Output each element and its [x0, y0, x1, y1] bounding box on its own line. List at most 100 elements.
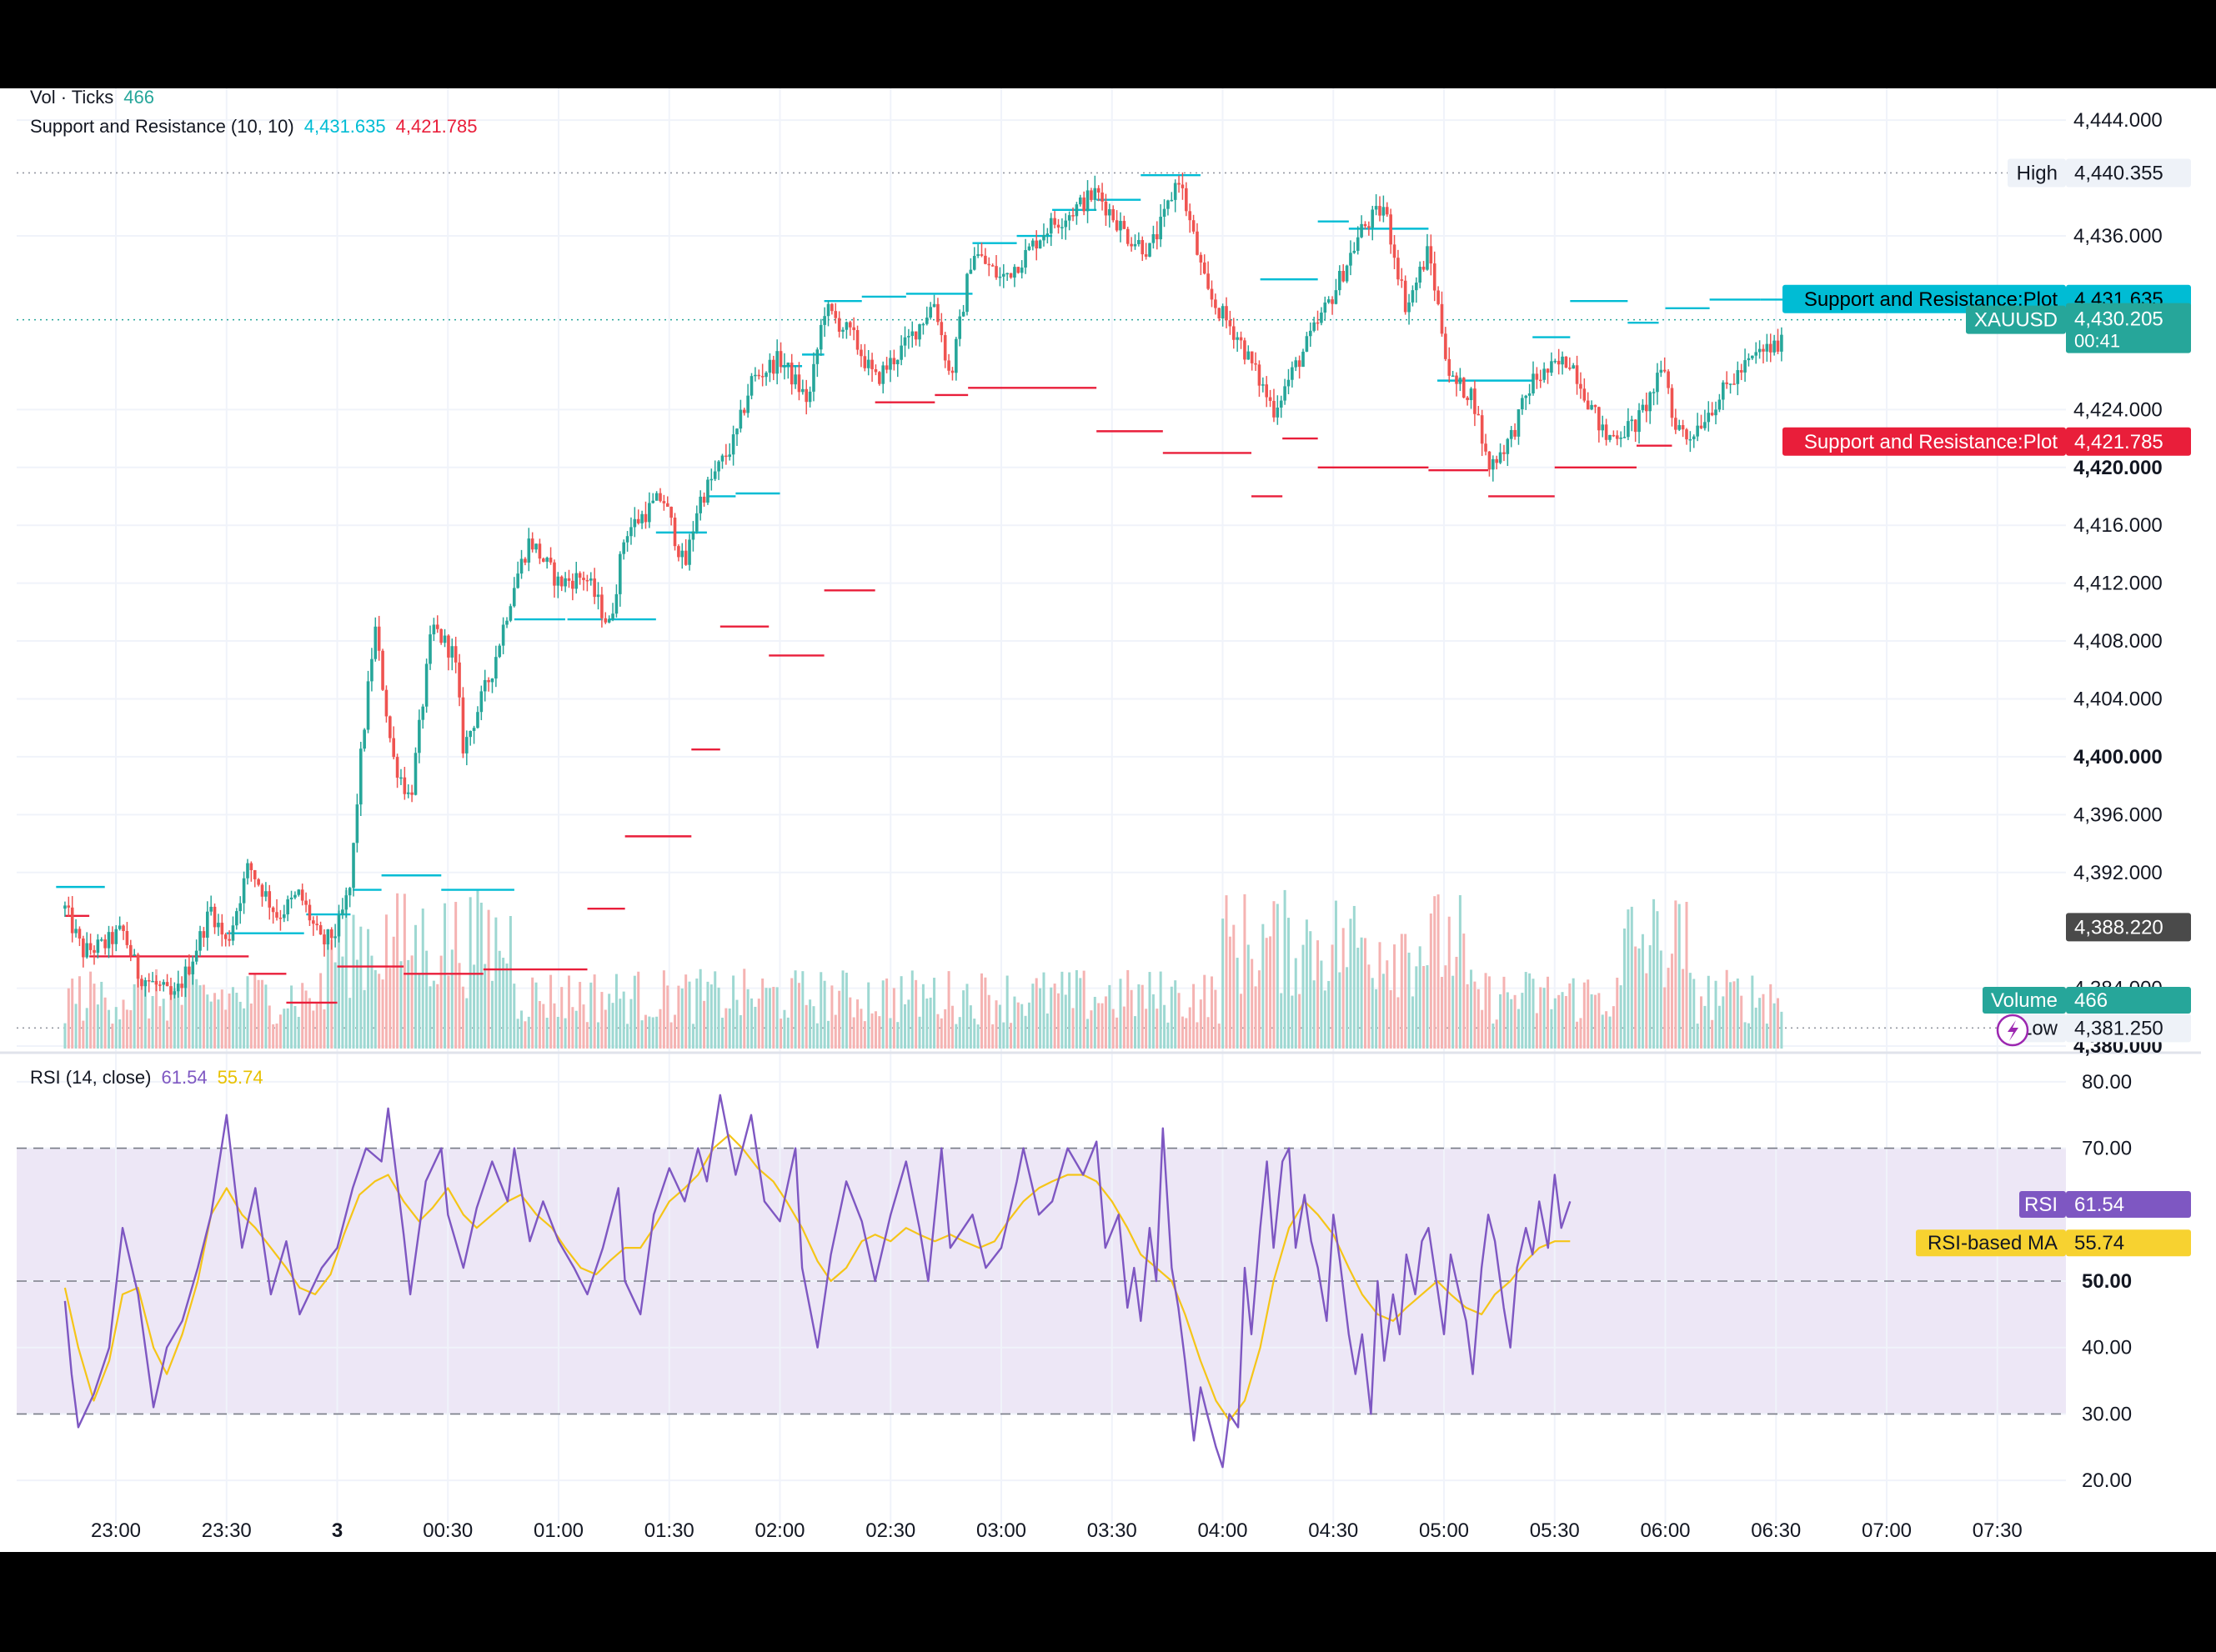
candle-body: [1641, 404, 1645, 411]
volume-bar: [374, 969, 377, 1049]
volume-bar: [1707, 975, 1710, 1049]
volume-bar: [1605, 1011, 1608, 1049]
volume-bar: [1492, 1024, 1495, 1049]
candle-body: [1615, 435, 1619, 439]
price-tick-label: 4,392.000: [2073, 862, 2163, 884]
volume-bar: [709, 984, 713, 1049]
candle-body: [1564, 356, 1568, 368]
volume-bar: [326, 930, 329, 1049]
candle-body: [1326, 299, 1331, 303]
volume-bar: [392, 936, 395, 1049]
volume-bar: [849, 997, 852, 1049]
candle-body: [1502, 452, 1506, 454]
candle-body: [1389, 214, 1392, 245]
candle-body: [742, 409, 746, 413]
crosshair-price-label-value-text: 4,388.220: [2074, 916, 2163, 939]
volume-legend[interactable]: Vol · Ticks 466: [30, 87, 154, 108]
candle-body: [728, 454, 732, 458]
candle-body: [1601, 424, 1605, 431]
volume-bar: [834, 1014, 837, 1049]
rsi-ma-line: [63, 1134, 1571, 1422]
candle-body: [746, 395, 750, 413]
candle-body: [779, 351, 783, 368]
candle-body: [1553, 360, 1557, 363]
candle-body: [1421, 267, 1426, 270]
candle-body: [1561, 356, 1564, 365]
volume-bar: [1367, 964, 1371, 1049]
volume-bar: [915, 979, 918, 1049]
candle-body: [1710, 413, 1714, 416]
volume-bar: [158, 1006, 162, 1049]
volume-bar: [1564, 996, 1567, 1049]
volume-bar: [509, 916, 512, 1049]
volume-bar: [1637, 948, 1641, 1049]
volume-bar: [1137, 984, 1141, 1049]
candle-body: [900, 345, 903, 360]
candle-body: [1714, 409, 1717, 416]
last-price-value: 4,430.205: [2074, 308, 2163, 331]
candle-body: [1648, 392, 1652, 412]
volume-bar: [1251, 959, 1254, 1049]
candle-body: [450, 646, 454, 658]
candle-body: [699, 496, 702, 513]
volume-bar: [264, 984, 268, 1049]
candle-body: [268, 891, 272, 908]
rsi-legend[interactable]: RSI (14, close) 61.54 55.74: [30, 1067, 263, 1089]
volume-bar: [1612, 1006, 1615, 1049]
candle-body: [549, 558, 553, 563]
volume-bar: [188, 974, 191, 1049]
volume-bar: [1286, 918, 1290, 1049]
sr-legend[interactable]: Support and Resistance (10, 10) 4,431.63…: [30, 116, 478, 138]
volume-bar: [1116, 1017, 1119, 1049]
candle-body: [1367, 226, 1371, 228]
candle-body: [140, 979, 143, 987]
candle-body: [136, 954, 140, 979]
rsi-legend-value: 61.54: [161, 1067, 208, 1088]
candle-body: [863, 356, 867, 368]
candle-body: [611, 613, 614, 619]
candle-body: [1104, 201, 1108, 216]
volume-bar: [1097, 1003, 1100, 1049]
volume-bar: [1722, 996, 1725, 1049]
candle-body: [819, 324, 823, 350]
candle-body: [297, 889, 301, 895]
candle-body: [465, 737, 469, 753]
volume-bar: [283, 1009, 286, 1049]
volume-bar: [830, 985, 834, 1049]
candle-body: [903, 337, 907, 346]
volume-bar: [454, 902, 458, 1049]
candle-body: [363, 729, 366, 749]
volume-bar: [775, 987, 779, 1049]
candle-body: [633, 518, 637, 528]
candle-body: [1045, 233, 1050, 236]
volume-bar: [1436, 894, 1440, 1049]
rsi-tick-label: 80.00: [2082, 1071, 2132, 1094]
candle-body: [717, 461, 720, 472]
volume-bar: [1418, 946, 1421, 1049]
volume-bar: [1667, 968, 1670, 1049]
volume-bar: [1254, 986, 1257, 1049]
candle-body: [1550, 361, 1553, 373]
volume-bar: [940, 1018, 943, 1049]
candle-body: [757, 374, 761, 377]
candles: [63, 172, 1783, 1000]
candle-body: [300, 889, 304, 901]
candle-body: [998, 276, 1002, 278]
candle-body: [1035, 240, 1039, 249]
candle-body: [1630, 419, 1634, 422]
volume-bar: [815, 1023, 819, 1049]
candle-body: [1403, 280, 1407, 313]
volume-bar: [896, 1022, 900, 1049]
candle-body: [1268, 397, 1272, 401]
volume-bar: [827, 1020, 830, 1049]
volume-bar: [1170, 986, 1173, 1049]
candle-body: [1305, 336, 1309, 352]
candle-body: [1202, 262, 1206, 274]
volume-bar: [1346, 967, 1349, 1049]
candle-body: [1279, 400, 1283, 408]
volume-bar: [674, 1014, 677, 1049]
candle-body: [1447, 358, 1451, 376]
candle-body: [852, 327, 855, 331]
rsi-ma-scale-label-value: 55.74: [2066, 1229, 2191, 1257]
